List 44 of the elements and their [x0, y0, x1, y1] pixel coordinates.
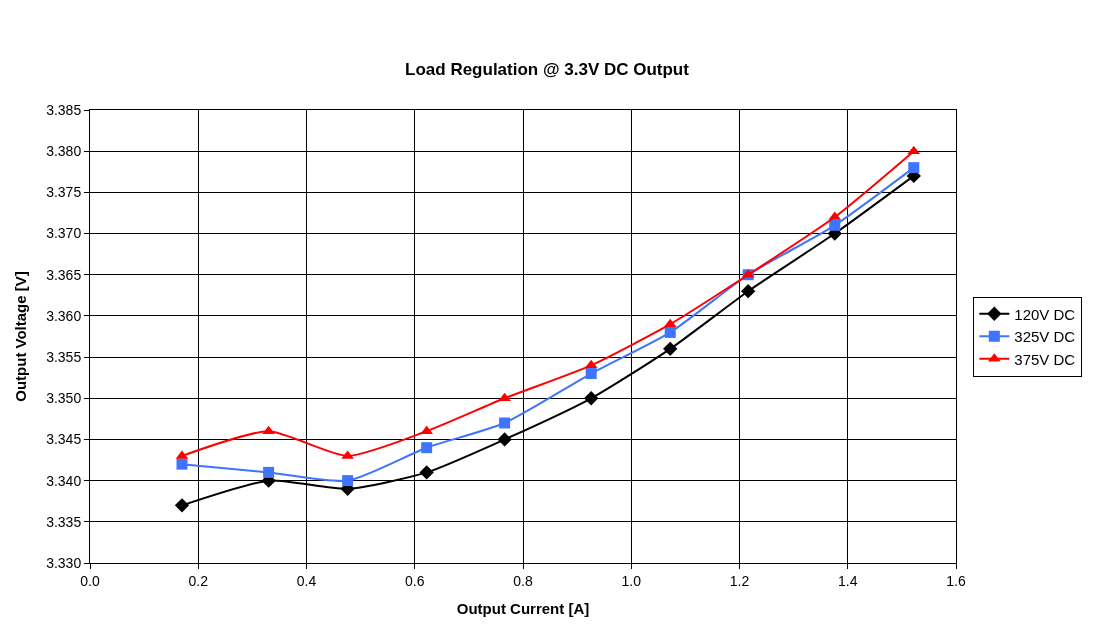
- legend-label: 325V DC: [1014, 328, 1076, 346]
- point: [584, 359, 598, 369]
- point: [176, 458, 188, 470]
- y-tick-label: 3.370: [46, 225, 82, 242]
- point: [174, 498, 190, 513]
- x-tick-label: 1.0: [621, 572, 642, 589]
- y-tick-label: 3.350: [46, 390, 82, 407]
- y-tick-label: 3.380: [46, 143, 82, 160]
- point: [829, 219, 841, 231]
- y-tick-label: 3.375: [46, 184, 82, 201]
- x-tick-label: 1.2: [729, 572, 750, 589]
- point: [263, 466, 275, 478]
- legend-label: 120V DC: [1014, 305, 1076, 323]
- point: [741, 284, 756, 299]
- point: [499, 417, 511, 429]
- y-axis-title: Output Voltage [V]: [12, 271, 30, 402]
- legend-label: 375V DC: [1014, 350, 1076, 368]
- point: [342, 475, 354, 487]
- point: [585, 368, 597, 380]
- y-tick-label: 3.345: [46, 431, 82, 448]
- y-tick-label: 3.340: [46, 472, 82, 489]
- y-tick-label: 3.360: [46, 307, 82, 324]
- y-tick-label: 3.355: [46, 348, 82, 365]
- point: [663, 341, 678, 356]
- x-tick-label: 0.0: [80, 572, 100, 589]
- point: [419, 465, 434, 480]
- point: [908, 162, 920, 174]
- y-tick-label: 3.330: [46, 554, 82, 571]
- x-tick-label: 0.4: [296, 572, 317, 589]
- x-tick-label: 0.6: [405, 572, 425, 589]
- y-tick-label: 3.335: [46, 513, 82, 530]
- point: [421, 442, 433, 454]
- x-tick-label: 1.4: [838, 572, 858, 589]
- y-tick-label: 3.365: [46, 266, 82, 283]
- y-tick-label: 3.385: [46, 101, 82, 118]
- point: [584, 391, 599, 406]
- x-tick-label: 0.8: [513, 572, 533, 589]
- x-axis-title: Output Current [A]: [456, 599, 590, 617]
- chart-title: Load Regulation @ 3.3V DC Output: [405, 60, 690, 80]
- point: [497, 432, 512, 447]
- point: [664, 326, 676, 338]
- point: [498, 392, 511, 402]
- x-tick-label: 1.6: [946, 572, 966, 589]
- x-tick-label: 0.2: [188, 572, 209, 589]
